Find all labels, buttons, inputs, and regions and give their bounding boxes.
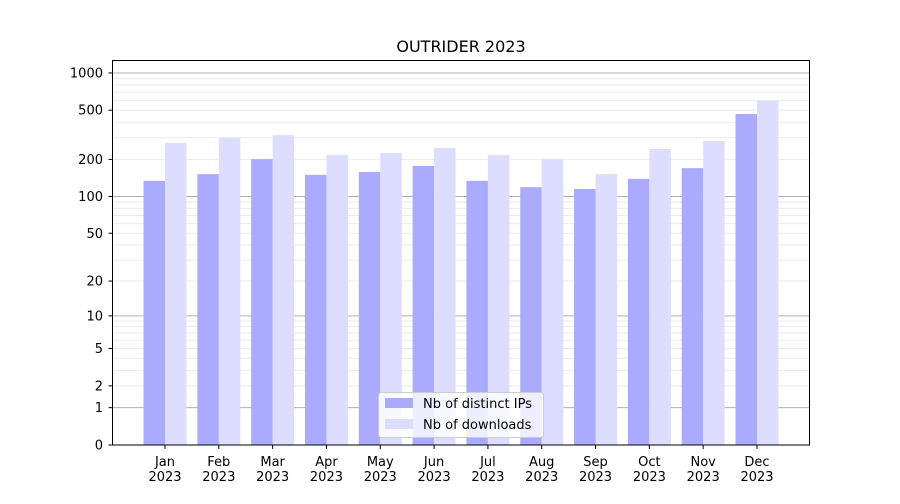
y-tick-label: 1000 [70, 66, 103, 81]
bar-distinct-ips [627, 178, 650, 445]
bar-downloads [703, 140, 725, 445]
legend: Nb of distinct IPs Nb of downloads [378, 392, 544, 438]
axes-frame [112, 60, 810, 446]
bar-downloads [487, 155, 510, 446]
legend-label-downloads: Nb of downloads [423, 418, 532, 433]
chart-title: OUTRIDER 2023 [396, 37, 525, 56]
bar-distinct-ips [358, 172, 381, 445]
bar-downloads [218, 138, 241, 445]
legend-label-ips: Nb of distinct IPs [423, 397, 532, 412]
y-axis: 0 1 2 5 10 20 50 100 200 500 1000 [70, 66, 113, 454]
bar-distinct-ips [251, 159, 273, 446]
x-tick-label: May 2023 [364, 455, 397, 485]
bar-distinct-ips [304, 174, 327, 445]
bar-distinct-ips [412, 165, 435, 445]
y-tick-label: 200 [78, 153, 103, 168]
bar-downloads [649, 148, 671, 445]
y-tick-label: 1 [95, 401, 103, 416]
bar-downloads [272, 135, 295, 445]
x-tick-label: Nov 2023 [687, 455, 720, 485]
bar-downloads [380, 153, 402, 445]
x-tick-label: Sep 2023 [579, 455, 612, 485]
legend-swatch-ips [385, 398, 413, 408]
bar-distinct-ips [735, 114, 757, 446]
bar-downloads [541, 159, 564, 446]
bars [143, 101, 779, 446]
bar-distinct-ips [520, 187, 542, 445]
bar-distinct-ips [466, 180, 488, 445]
x-tick-label: Jul 2023 [471, 455, 504, 485]
bar-distinct-ips [197, 174, 219, 445]
y-tick-label: 500 [78, 104, 103, 119]
legend-frame [378, 392, 544, 438]
bar-distinct-ips [681, 168, 704, 446]
legend-swatch-downloads [385, 419, 413, 429]
y-tick-label: 100 [78, 190, 103, 205]
x-tick-label: Oct 2023 [633, 455, 666, 485]
y-tick-label: 0 [95, 439, 103, 454]
y-tick-label: 2 [95, 379, 103, 394]
y-tick-label: 50 [86, 227, 103, 242]
x-tick-label: Aug 2023 [525, 455, 558, 485]
bar-distinct-ips [143, 180, 165, 445]
bar-downloads [165, 142, 187, 445]
x-tick-label: Jan 2023 [148, 455, 181, 485]
x-tick-label: Feb 2023 [202, 455, 235, 485]
bar-distinct-ips [574, 189, 596, 445]
y-tick-label: 10 [86, 309, 103, 324]
bar-downloads [595, 174, 618, 445]
x-axis: Jan 2023 Feb 2023 Mar 2023 Apr 2023 May 2023 Jun 20… [148, 445, 774, 485]
x-tick-label: Apr 2023 [310, 455, 343, 485]
bar-downloads [434, 148, 456, 445]
bar-downloads [326, 155, 348, 446]
y-tick-label: 20 [86, 275, 103, 290]
x-tick-label: Dec 2023 [740, 455, 773, 485]
bar-downloads [757, 101, 779, 446]
x-tick-label: Jun 2023 [418, 455, 451, 485]
y-tick-label: 5 [95, 342, 103, 357]
x-tick-label: Mar 2023 [256, 455, 289, 485]
